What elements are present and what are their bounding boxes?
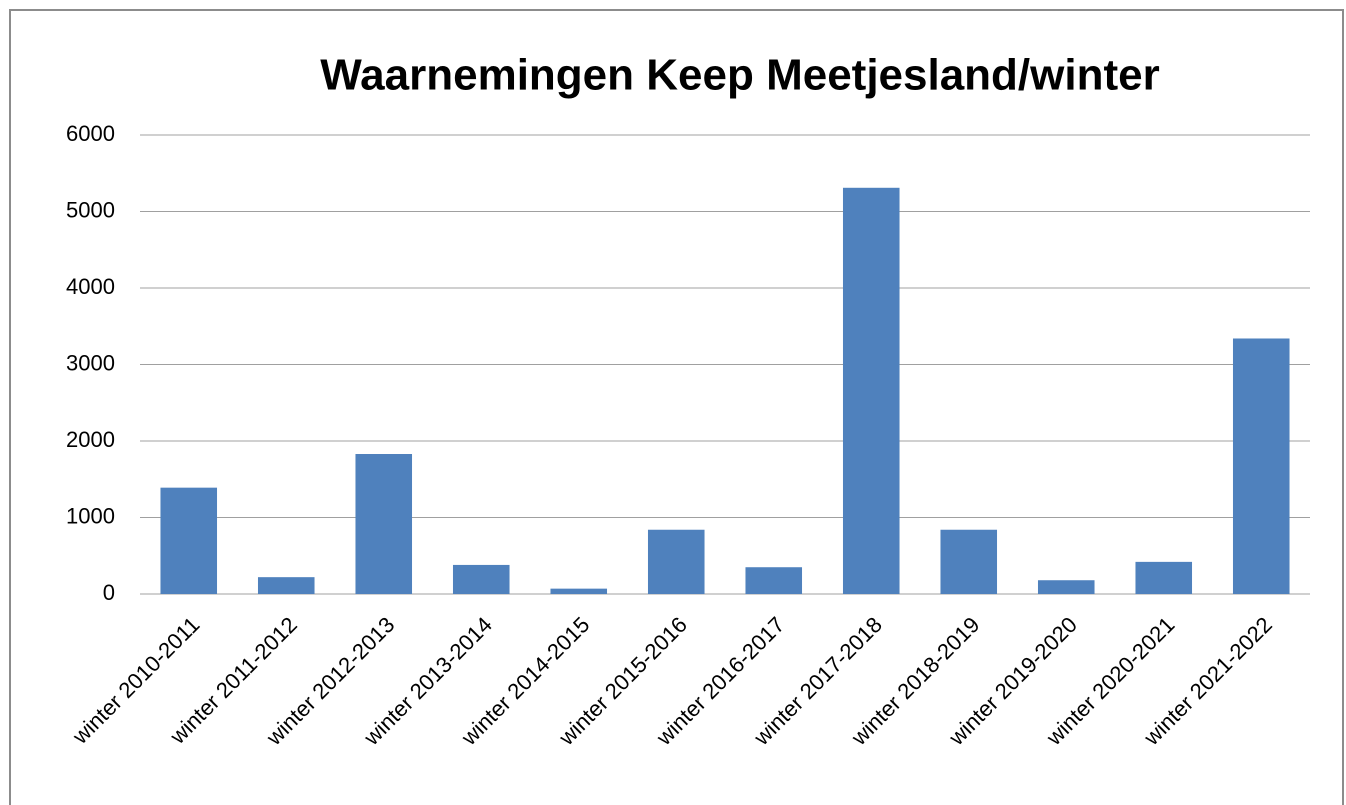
y-tick-label: 1000: [66, 503, 115, 528]
bar: [940, 529, 998, 594]
bar: [452, 564, 510, 594]
bar: [647, 529, 705, 594]
bar: [355, 454, 413, 594]
y-tick-label: 6000: [66, 121, 115, 146]
bar: [160, 487, 218, 594]
bar: [842, 187, 900, 594]
chart-title: Waarnemingen Keep Meetjesland/winter: [320, 51, 1159, 100]
bar: [550, 588, 608, 594]
y-tick-label: 2000: [66, 427, 115, 452]
y-tick-label: 4000: [66, 274, 115, 299]
y-tick-label: 3000: [66, 350, 115, 375]
bar: [745, 567, 803, 594]
y-tick-label: 5000: [66, 197, 115, 222]
y-tick-label: 0: [103, 580, 115, 605]
bar: [257, 577, 315, 594]
bar: [1232, 338, 1290, 594]
chart-frame: [9, 9, 1344, 805]
bar: [1037, 580, 1095, 594]
bar: [1135, 561, 1193, 594]
